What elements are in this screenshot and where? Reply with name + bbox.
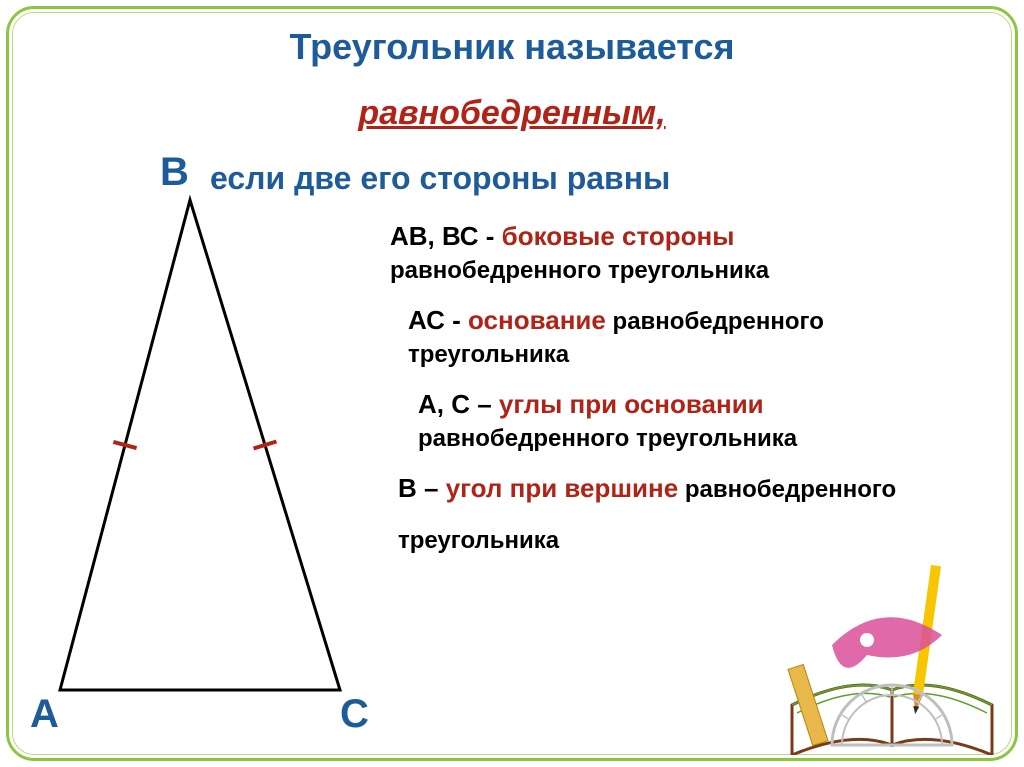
- definition-keyword: углы при основании: [499, 389, 764, 419]
- definition-keyword: угол при вершине: [446, 473, 679, 503]
- corner-decoration-icon: [772, 555, 1012, 755]
- slide: Треугольник называется равнобедренным, е…: [0, 0, 1024, 767]
- definition-lead: А, С –: [418, 389, 499, 419]
- definition-keyword: основание: [468, 305, 606, 335]
- triangle-diagram: [30, 190, 390, 720]
- slide-subtitle: равнобедренным,: [0, 94, 1024, 133]
- definition-item: АВ, ВС - боковые стороны равнобедренного…: [390, 220, 950, 286]
- definition-keyword: боковые стороны: [502, 221, 735, 251]
- definition-item: В – угол при вершине равнобедренного: [398, 472, 950, 505]
- definitions-block: АВ, ВС - боковые стороны равнобедренного…: [390, 220, 950, 574]
- definition-rest: равнобедренного треугольника: [418, 425, 797, 452]
- definition-rest: равнобедренного: [678, 476, 896, 503]
- definition-rest: равнобедренного треугольника: [390, 257, 769, 284]
- definition-item: АС - основание равнобедренного треугольн…: [408, 304, 950, 370]
- definition-item: А, С – углы при основании равнобедренног…: [418, 388, 950, 454]
- definition-rest: треугольника: [398, 527, 559, 554]
- vertex-label-b: B: [160, 150, 189, 195]
- definition-lead: В –: [398, 473, 446, 503]
- slide-title: Треугольник называется: [0, 26, 1024, 68]
- definition-item: треугольника: [398, 523, 950, 556]
- definition-lead: АВ, ВС -: [390, 221, 502, 251]
- definition-lead: АС -: [408, 305, 468, 335]
